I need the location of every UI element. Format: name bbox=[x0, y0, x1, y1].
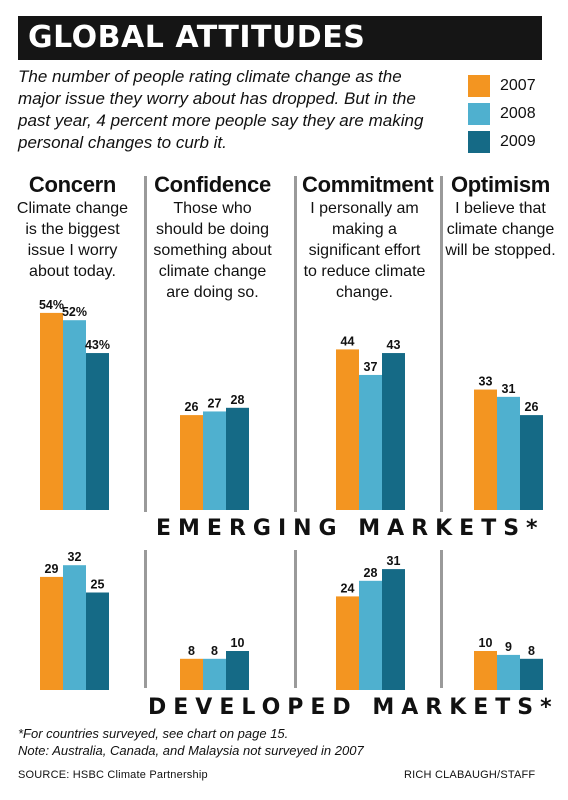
bar-commitment-2009 bbox=[382, 569, 405, 690]
data-label-confidence-2009: 28 bbox=[231, 393, 245, 407]
photo-credit: RICH CLABAUGH/STAFF bbox=[404, 769, 536, 781]
bar-concern-2007 bbox=[40, 312, 63, 510]
panel-desc-optimism: I believe that climate change will be st… bbox=[445, 200, 556, 259]
bar-confidence-2009 bbox=[226, 651, 249, 690]
legend-item-2008: 2008 bbox=[468, 100, 558, 128]
bar-confidence-2009 bbox=[226, 407, 249, 510]
source-credit: SOURCE: HSBC Climate Partnership bbox=[18, 769, 208, 781]
data-label-confidence-2007: 8 bbox=[188, 644, 195, 658]
data-label-concern-2008: 52% bbox=[62, 305, 87, 319]
bar-confidence-2007 bbox=[180, 658, 203, 690]
bar-concern-2008 bbox=[63, 565, 86, 690]
bar-optimism-2007 bbox=[474, 389, 497, 510]
legend-swatch-2009 bbox=[468, 131, 490, 153]
bar-confidence-2008 bbox=[203, 411, 226, 510]
data-label-concern-2008: 32 bbox=[68, 550, 82, 564]
bar-optimism-2008 bbox=[497, 396, 520, 510]
legend-label-2007: 2007 bbox=[500, 77, 536, 94]
legend-item-2009: 2009 bbox=[468, 128, 558, 156]
panel-desc-concern: Climate change is the biggest issue I wo… bbox=[16, 200, 129, 280]
data-label-commitment-2007: 24 bbox=[341, 581, 355, 595]
divider bbox=[440, 550, 443, 688]
data-label-concern-2007: 29 bbox=[45, 562, 59, 576]
panel-desc-commitment: I personally am making a significant eff… bbox=[303, 200, 426, 301]
bar-confidence-2008 bbox=[203, 658, 226, 690]
legend-label-2009: 2009 bbox=[500, 133, 536, 150]
legend-item-2007: 2007 bbox=[468, 72, 558, 100]
subtitle: The number of people rating climate chan… bbox=[18, 67, 424, 152]
data-label-optimism-2009: 26 bbox=[525, 400, 539, 414]
bar-commitment-2007 bbox=[336, 349, 359, 510]
panel-desc-confidence: Those who should be doing something abou… bbox=[153, 200, 272, 301]
title-bar: GLOBAL ATTITUDES bbox=[18, 16, 542, 60]
bar-optimism-2007 bbox=[474, 651, 497, 690]
bar-optimism-2009 bbox=[520, 415, 543, 510]
bar-concern-2007 bbox=[40, 576, 63, 690]
panel-title-optimism: Optimism bbox=[450, 172, 551, 197]
data-label-commitment-2008: 37 bbox=[364, 360, 378, 374]
page-title: GLOBAL ATTITUDES bbox=[28, 20, 366, 55]
bar-commitment-2008 bbox=[359, 580, 382, 690]
data-label-commitment-2007: 44 bbox=[341, 334, 355, 348]
bar-commitment-2008 bbox=[359, 374, 382, 510]
bar-optimism-2008 bbox=[497, 654, 520, 690]
data-label-optimism-2007: 33 bbox=[479, 375, 493, 389]
developed-markets-label: DEVELOPED MARKETS* bbox=[148, 695, 559, 720]
data-label-optimism-2009: 8 bbox=[528, 644, 535, 658]
bar-optimism-2009 bbox=[520, 658, 543, 690]
emerging-markets-label: EMERGING MARKETS* bbox=[156, 516, 545, 541]
legend-label-2008: 2008 bbox=[500, 105, 536, 122]
bar-concern-2009 bbox=[86, 353, 109, 510]
divider bbox=[294, 550, 297, 688]
data-label-optimism-2008: 31 bbox=[502, 382, 516, 396]
legend: 2007 2008 2009 bbox=[468, 72, 558, 156]
data-label-confidence-2009: 10 bbox=[231, 636, 245, 650]
data-label-concern-2009: 25 bbox=[91, 578, 105, 592]
bar-commitment-2007 bbox=[336, 596, 359, 690]
footnote-countries: *For countries surveyed, see chart on pa… bbox=[18, 726, 289, 741]
bar-concern-2009 bbox=[86, 592, 109, 690]
data-label-commitment-2009: 31 bbox=[387, 554, 401, 568]
panel-title-concern: Concern bbox=[28, 172, 117, 197]
divider bbox=[144, 550, 147, 688]
data-label-concern-2009: 43% bbox=[85, 338, 110, 352]
data-label-confidence-2008: 8 bbox=[211, 644, 218, 658]
data-label-confidence-2007: 26 bbox=[185, 400, 199, 414]
data-label-optimism-2007: 10 bbox=[479, 636, 493, 650]
data-label-commitment-2008: 28 bbox=[364, 566, 378, 580]
bar-commitment-2009 bbox=[382, 353, 405, 510]
divider bbox=[144, 176, 147, 512]
data-label-optimism-2008: 9 bbox=[505, 640, 512, 654]
divider bbox=[440, 176, 443, 512]
bar-concern-2008 bbox=[63, 320, 86, 510]
legend-swatch-2007 bbox=[468, 75, 490, 97]
panel-title-commitment: Commitment bbox=[302, 172, 434, 197]
data-label-concern-2007: 54% bbox=[39, 298, 64, 312]
divider bbox=[294, 176, 297, 512]
footnote-note: Note: Australia, Canada, and Malaysia no… bbox=[18, 743, 364, 758]
data-label-confidence-2008: 27 bbox=[208, 396, 222, 410]
data-label-commitment-2009: 43 bbox=[387, 338, 401, 352]
legend-swatch-2008 bbox=[468, 103, 490, 125]
panel-title-confidence: Confidence bbox=[154, 172, 271, 197]
bar-confidence-2007 bbox=[180, 415, 203, 510]
